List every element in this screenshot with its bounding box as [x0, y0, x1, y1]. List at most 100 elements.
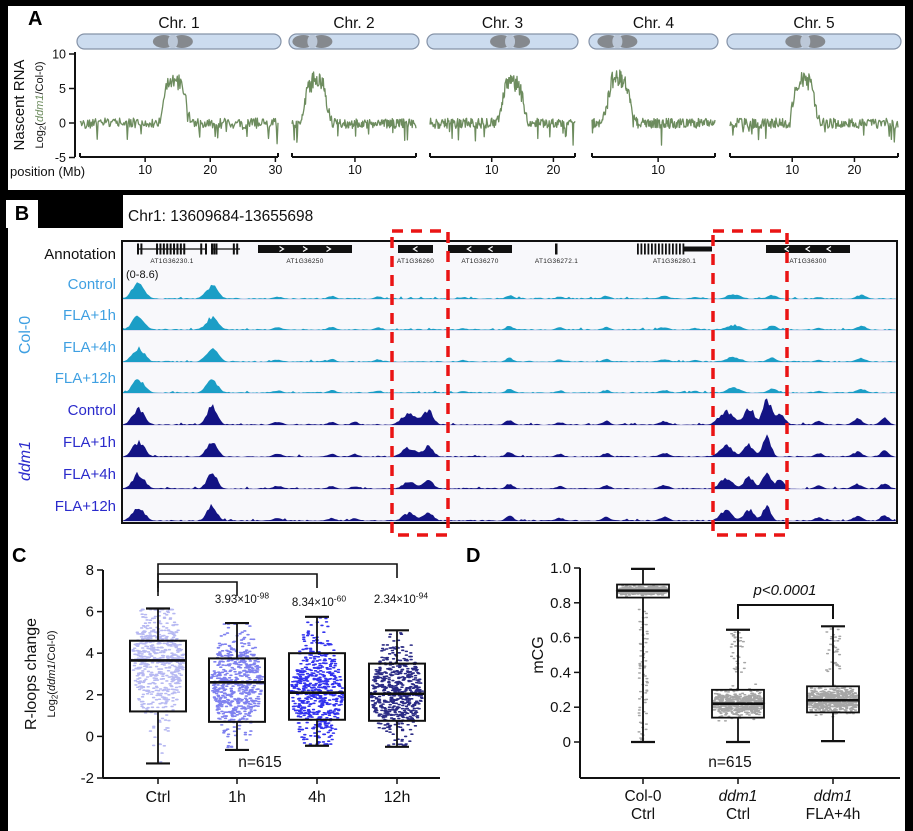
red-dashed-highlight-1 [390, 229, 450, 537]
panel-a-label: A [28, 8, 43, 30]
panel-b-label: B [14, 202, 30, 225]
c-x-label: 4h [308, 789, 326, 806]
annotation-label: Annotation [44, 246, 116, 263]
svg-text:0.8: 0.8 [550, 595, 571, 612]
a-chromosome-5: Chr. 5 10 20 [726, 15, 902, 177]
svg-text:0.4: 0.4 [550, 664, 571, 681]
p-value: 3.93×10-98 [215, 591, 269, 607]
d-significance-bracket [737, 604, 834, 619]
b-scale-range: (0-8.6) [126, 269, 158, 281]
gene-label: AT1G36260 [397, 258, 434, 265]
signal-track-ddm1-FLA+12h [123, 503, 896, 521]
signal-track-col0-FLA+12h [123, 379, 896, 393]
track-label: FLA+12h [55, 498, 116, 515]
signal-track-col0-FLA+4h [123, 346, 896, 362]
b-region-title: Chr1: 13609684-13655698 [128, 208, 313, 225]
nascent-rna-trace [729, 71, 899, 143]
track-label: Control [68, 276, 116, 293]
group-label-ddm1: ddm1 [17, 441, 34, 481]
panel-a: A 10 5 0 -5 Nascent RNA Log2(ddm1/Col-0) posit… [8, 6, 905, 190]
svg-text:0.6: 0.6 [550, 630, 571, 647]
signal-track-col0-Control [123, 282, 896, 299]
svg-text:20: 20 [546, 163, 560, 177]
signal-track-col0-FLA+1h [123, 315, 896, 330]
a-y-axis-title: Nascent RNA [11, 60, 28, 151]
svg-text:0: 0 [563, 734, 571, 751]
track-label: FLA+1h [63, 307, 116, 324]
signal-track-ddm1-FLA+1h [123, 434, 896, 457]
chromosome-name: Chr. 1 [158, 15, 199, 32]
gene-label: AT1G36280.1 [653, 258, 696, 265]
chromosome-name: Chr. 2 [333, 15, 374, 32]
nascent-rna-trace [591, 69, 716, 146]
d-x-label-line1: ddm1 [814, 788, 853, 805]
jitter-points-d-2 [805, 628, 860, 718]
svg-text:10: 10 [651, 163, 665, 177]
box [129, 639, 187, 713]
panel-cd: C D 8 6 4 2 0 -2 Ctrl 1h 4h 12h 3.93×10-98 8.34×10-… [8, 545, 905, 831]
a-y-axis: 10 5 0 -5 [52, 48, 76, 165]
svg-text:0.2: 0.2 [550, 699, 571, 716]
signal-track-ddm1-FLA+4h [123, 471, 896, 489]
gene-label: AT1G36230.1 [150, 258, 193, 265]
d-y-axis-title: mCG [530, 636, 547, 673]
panel-d-label: D [466, 545, 481, 567]
box [288, 652, 346, 721]
a-y-axis-subtitle: Log2(ddm1/Col-0) [34, 61, 48, 148]
svg-text:5: 5 [59, 82, 66, 96]
box [208, 657, 266, 723]
svg-text:10: 10 [138, 163, 152, 177]
a-chromosome-4: Chr. 4 10 [588, 15, 719, 177]
svg-text:6: 6 [86, 604, 94, 621]
svg-text:2: 2 [86, 687, 94, 704]
svg-text:-2: -2 [81, 770, 94, 787]
p-value: 2.34×10-94 [374, 591, 428, 607]
svg-text:10: 10 [348, 163, 362, 177]
svg-text:10: 10 [485, 163, 499, 177]
d-x-label-line1: ddm1 [719, 788, 758, 805]
svg-text:1.0: 1.0 [550, 560, 571, 577]
a-chromosome-3: Chr. 3 10 20 [426, 15, 579, 177]
annotation-track: AT1G36230.1 AT1G36250 AT1G36260 AT1G36270 AT… [137, 243, 850, 265]
gene-label: AT1G36250 [286, 258, 323, 265]
panel-c-label: C [12, 545, 27, 567]
svg-text:10: 10 [785, 163, 799, 177]
c-x-label: Ctrl [146, 789, 171, 806]
nascent-rna-trace [291, 71, 417, 143]
track-label: FLA+1h [63, 434, 116, 451]
a-x-axis-title: position (Mb) [10, 164, 85, 179]
svg-text:-5: -5 [55, 151, 66, 165]
svg-text:0: 0 [86, 728, 94, 745]
panel-c-rloops-boxplot: 8 6 4 2 0 -2 Ctrl 1h 4h 12h 3.93×10-98 8.34×10-60 2.… [23, 562, 440, 806]
svg-text:10: 10 [52, 48, 66, 62]
svg-text:8: 8 [86, 562, 94, 579]
gene-label: AT1G36272.1 [535, 258, 578, 265]
c-n-count: n=615 [238, 754, 282, 771]
svg-text:30: 30 [268, 163, 282, 177]
d-x-label-line2: FLA+4h [806, 806, 861, 823]
box [368, 662, 426, 722]
significance-brackets [157, 563, 398, 596]
c-x-label: 1h [228, 789, 246, 806]
svg-text:20: 20 [203, 163, 217, 177]
gene-label: AT1G36300 [789, 258, 826, 265]
d-x-label-line2: Ctrl [631, 806, 655, 823]
panel-a-nascent-rna-chart: 10 5 0 -5 Nascent RNA Log2(ddm1/Col-0) positio… [10, 15, 902, 179]
svg-text:4: 4 [86, 645, 94, 662]
d-x-label-line2: Ctrl [726, 806, 750, 823]
d-n-count: n=615 [708, 754, 752, 771]
chromosome-name: Chr. 4 [633, 15, 675, 32]
c-y-axis-title: R-loops change [23, 618, 40, 730]
a-chromosome-2: Chr. 2 10 [288, 15, 420, 177]
a-chromosome-1: Chr. 1 10 20 30 [76, 15, 282, 177]
d-p-value: p<0.0001 [753, 582, 817, 599]
signal-track-ddm1-Control [123, 398, 896, 425]
svg-text:0: 0 [59, 117, 66, 131]
chromosome-name: Chr. 5 [793, 15, 834, 32]
svg-text:20: 20 [847, 163, 861, 177]
group-label-col0: Col-0 [17, 316, 34, 354]
track-label: FLA+4h [63, 466, 116, 483]
gene-label: AT1G36270 [461, 258, 498, 265]
